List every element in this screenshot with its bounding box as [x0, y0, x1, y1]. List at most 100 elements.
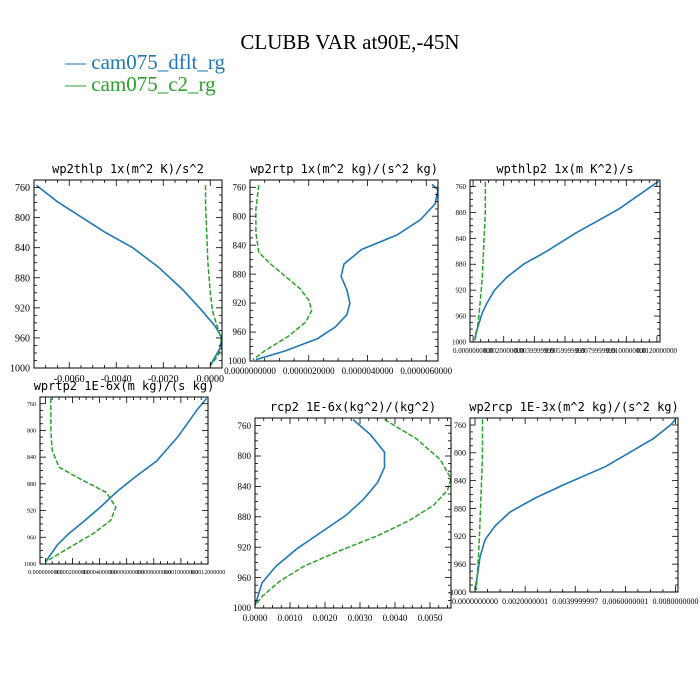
plot-frame — [39, 396, 209, 565]
plot-frame — [249, 179, 439, 362]
x-tick-label: 0.0079999999 — [576, 347, 617, 355]
y-tick-label: 840 — [233, 240, 247, 250]
panel-title: rcp2 1E-6x(kg^2)/(kg^2) — [270, 400, 436, 414]
panels: wp2thlp 1x(m^2 K)/s^2 760 800 840 880 920 960 1… — [10, 162, 698, 623]
x-tick-label: 0.0000000000 — [28, 570, 63, 576]
legend-label-dflt: — cam075_dflt_rg — [64, 50, 226, 74]
y-tick-label: 920 — [15, 303, 30, 314]
x-tick-label: 0.0000000000 — [453, 347, 494, 355]
y-tick-label: 880 — [454, 504, 466, 513]
series-line-c2 — [475, 419, 484, 590]
y-tick-label: 840 — [238, 482, 252, 492]
y-tick-label: 760 — [15, 183, 30, 194]
y-tick-label: 760 — [27, 402, 36, 408]
x-tick-label: 0.0008000000 — [137, 570, 172, 576]
y-tick-label: 800 — [233, 211, 247, 221]
y-tick-label: 840 — [456, 235, 467, 243]
series-line-dflt — [473, 180, 659, 341]
x-tick-label: 0.0030 — [348, 613, 373, 623]
y-tick-label: 920 — [238, 542, 252, 552]
series-line-c2 — [45, 398, 117, 563]
x-tick-label: 0.0020 — [313, 613, 338, 623]
x-tick-label: 0.0050 — [418, 613, 443, 623]
y-tick-label: 880 — [238, 512, 252, 522]
y-tick-label: 840 — [15, 243, 30, 254]
y-tick-label: 960 — [454, 560, 466, 569]
panel-title: wp2thlp 1x(m^2 K)/s^2 — [52, 162, 204, 176]
y-tick-label: 960 — [233, 327, 247, 337]
x-tick-label: 0.0080000000 — [652, 597, 698, 606]
x-tick-label: 0.0120000000 — [637, 347, 678, 355]
legend-label-c2: — cam075_c2_rg — [64, 72, 216, 96]
series-line-dflt — [474, 418, 677, 591]
y-tick-label: 880 — [456, 261, 467, 269]
x-tick-label: -0.0060 — [54, 374, 85, 385]
series-line-c2 — [255, 418, 451, 607]
y-tick-label: 880 — [233, 269, 247, 279]
series-line-dflt — [35, 184, 222, 366]
panel-title: wp2rcp 1E-3x(m^2 kg)/(s^2 kg) — [469, 400, 679, 414]
x-tick-label: 0.0000 — [243, 613, 268, 623]
y-tick-label: 960 — [15, 333, 30, 344]
y-tick-label: 760 — [233, 182, 247, 192]
y-tick-label: 800 — [456, 209, 467, 217]
x-tick-label: 0.0010 — [278, 613, 303, 623]
x-tick-label: 0.0039999997 — [552, 597, 598, 606]
legend: — cam075_dflt_rg — cam075_c2_rg — [64, 50, 226, 96]
series-line-c2 — [252, 185, 313, 361]
plot-frame — [469, 179, 661, 343]
y-tick-label: 960 — [456, 313, 467, 321]
panel-title: wp2rtp 1x(m^2 kg)/(s^2 kg) — [250, 162, 438, 176]
figure-title: CLUBB VAR at90E,-45N — [240, 30, 459, 54]
plot-frame — [254, 417, 452, 609]
x-tick-label: 0.0000 — [197, 374, 225, 385]
y-tick-label: 880 — [15, 273, 30, 284]
y-tick-label: 760 — [238, 421, 252, 431]
x-tick-label: 0.0012000000 — [191, 570, 226, 576]
x-tick-label: 0.0006000000 — [109, 570, 144, 576]
x-tick-label: -0.0020 — [148, 374, 179, 385]
panel-1: wp2thlp 1x(m^2 K)/s^2 760 800 840 880 920 960 1… — [10, 162, 224, 385]
x-tick-label: 0.0059999999 — [545, 347, 586, 355]
panel-title: wpthlp2 1x(m K^2)/s — [496, 162, 633, 176]
x-tick-label: 0.0020000000 — [484, 347, 525, 355]
x-tick-label: 0.0039999999 — [514, 347, 555, 355]
x-tick-label: 0.0020000001 — [502, 597, 548, 606]
series-line-dflt — [44, 397, 208, 563]
plot-frame — [469, 417, 679, 593]
y-tick-label: 840 — [27, 455, 36, 461]
y-tick-label: 920 — [454, 532, 466, 541]
series-line-dflt — [255, 183, 438, 361]
y-tick-label: 960 — [238, 573, 252, 583]
y-tick-label: 920 — [27, 509, 36, 515]
x-tick-label: 0.0010000000 — [164, 570, 199, 576]
x-tick-label: 0.0040 — [383, 613, 408, 623]
series-line-c2 — [473, 181, 487, 341]
y-tick-label: 840 — [454, 476, 466, 485]
y-tick-label: 800 — [27, 429, 36, 435]
x-tick-label: 0.0004000000 — [82, 570, 117, 576]
x-tick-label: 0.0100000000 — [606, 347, 647, 355]
y-tick-label: 920 — [456, 287, 467, 295]
y-tick-label: 1000 — [228, 356, 247, 366]
y-tick-label: 800 — [238, 451, 252, 461]
x-tick-label: 0.0000040000 — [342, 366, 394, 376]
y-tick-label: 1000 — [450, 588, 466, 597]
y-tick-label: 920 — [233, 298, 247, 308]
y-tick-label: 800 — [15, 213, 30, 224]
x-tick-label: 0.0002000000 — [55, 570, 90, 576]
series-line-c2 — [204, 185, 222, 367]
y-tick-label: 960 — [27, 535, 36, 541]
y-tick-label: 1000 — [233, 603, 252, 613]
series-line-dflt — [255, 418, 386, 606]
panel-5: rcp2 1E-6x(kg^2)/(kg^2) 760 800 840 880 920 96… — [233, 400, 452, 623]
y-tick-label: 1000 — [10, 364, 30, 375]
x-tick-label: 0.0000060000 — [400, 366, 452, 376]
y-tick-label: 800 — [454, 449, 466, 458]
y-tick-label: 1000 — [24, 562, 36, 568]
x-tick-label: 0.0000000000 — [224, 366, 276, 376]
y-tick-label: 1000 — [452, 338, 467, 346]
panel-3: wpthlp2 1x(m K^2)/s 760 800 840 880 920 960 100… — [452, 162, 678, 355]
y-tick-label: 760 — [456, 183, 467, 191]
